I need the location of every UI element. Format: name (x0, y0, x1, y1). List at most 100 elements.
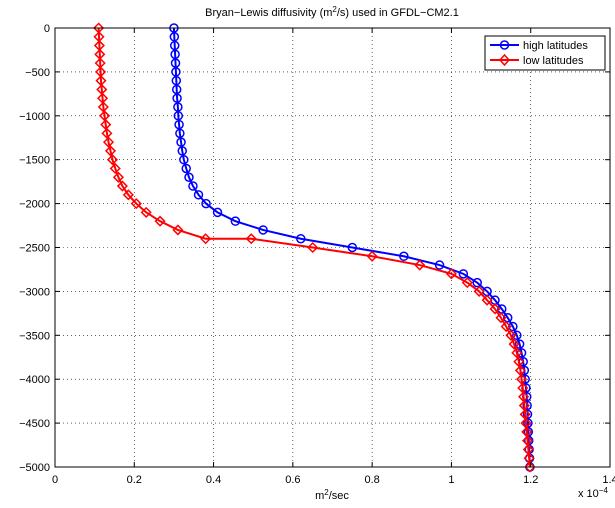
data-point-low-latitudes (200, 233, 212, 245)
data-point-high-latitudes (173, 111, 184, 121)
data-point-low-latitudes (508, 338, 520, 350)
data-point-high-latitudes (230, 216, 241, 226)
legend-label-high-latitudes: high latitudes (523, 40, 588, 52)
grid (55, 28, 610, 467)
y-tick-label: −4500 (19, 418, 50, 430)
data-point-high-latitudes (472, 277, 482, 288)
data-point-high-latitudes (171, 67, 181, 77)
y-tick-label: −5000 (19, 462, 50, 474)
y-tick-label: 0 (44, 23, 50, 35)
x-tick-labels: 0 0.2 0.4 0.6 0.8 1 1.2 1.4 (52, 474, 615, 486)
data-point-high-latitudes (171, 84, 182, 95)
data-point-high-latitudes (176, 137, 186, 147)
x-tick-label: 0.4 (206, 474, 221, 486)
data-point-high-latitudes (179, 154, 189, 165)
legend-marker-high-latitudes (499, 40, 510, 50)
data-point-low-latitudes (154, 215, 166, 227)
y-tick-label: −1500 (19, 155, 50, 167)
data-point-low-latitudes (140, 206, 152, 218)
x-tick-label: 0.2 (127, 474, 142, 486)
x-axis-exponent: x 10−4 (578, 486, 608, 500)
data-point-high-latitudes (514, 339, 525, 349)
data-point-high-latitudes (522, 409, 533, 420)
data-point-high-latitudes (177, 146, 188, 156)
data-point-high-latitudes (296, 233, 306, 244)
data-point-low-latitudes (366, 250, 378, 262)
data-point-high-latitudes (174, 119, 184, 130)
data-point-low-latitudes (500, 320, 512, 333)
data-point-high-latitudes (522, 400, 532, 411)
data-point-high-latitudes (523, 427, 534, 437)
y-tick-labels: 0 −500 −1000 −1500 −2000 −2500 −3000 −3500 −4000… (19, 23, 50, 474)
data-point-high-latitudes (169, 40, 180, 51)
data-point-high-latitudes (508, 321, 518, 332)
data-point-high-latitudes (502, 312, 513, 323)
data-point-high-latitudes (347, 242, 358, 253)
y-tick-label: −2500 (19, 243, 50, 255)
data-point-low-latitudes (101, 127, 113, 139)
data-point-high-latitudes (172, 93, 182, 103)
data-point-high-latitudes (458, 269, 469, 279)
series-group (93, 22, 536, 473)
x-tick-label: 1.2 (523, 474, 538, 486)
data-point-low-latitudes (481, 294, 493, 306)
legend: high latitudes low latitudes (484, 35, 606, 71)
data-point-low-latitudes (524, 461, 536, 473)
data-point-low-latitudes (106, 154, 119, 166)
data-point-high-latitudes (512, 330, 522, 341)
data-point-high-latitudes (188, 181, 198, 191)
data-point-low-latitudes (513, 356, 525, 368)
data-point-low-latitudes (414, 259, 426, 271)
legend-label-low-latitudes: low latitudes (523, 55, 584, 67)
data-point-low-latitudes (102, 136, 115, 148)
legend-entry-high-latitudes: high latitudes (490, 40, 588, 52)
data-point-low-latitudes (109, 162, 121, 175)
data-point-low-latitudes (245, 233, 257, 245)
data-point-high-latitudes (497, 304, 507, 314)
y-tick-label: −3000 (19, 286, 50, 298)
data-point-high-latitudes (212, 207, 223, 218)
data-point-high-latitudes (399, 251, 409, 262)
chart-title: Bryan−Lewis diffusivity (m2/s) used in G… (205, 5, 459, 19)
data-point-low-latitudes (461, 277, 473, 289)
y-tick-label: −4000 (19, 374, 50, 386)
data-point-high-latitudes (170, 49, 180, 60)
data-point-high-latitudes (171, 75, 182, 86)
data-point-low-latitudes (112, 171, 124, 183)
x-tick-label: 1.4 (602, 474, 615, 486)
axis-ticks (54, 27, 611, 468)
data-point-low-latitudes (116, 180, 128, 192)
data-point-high-latitudes (523, 418, 533, 428)
data-point-high-latitudes (434, 260, 445, 270)
data-point-low-latitudes (104, 145, 117, 157)
y-tick-label: −500 (25, 67, 50, 79)
legend-entry-low-latitudes: low latitudes (490, 53, 584, 67)
data-point-high-latitudes (193, 190, 204, 200)
series-low-latitudes (93, 22, 536, 473)
data-point-high-latitudes (169, 32, 180, 42)
data-point-low-latitudes (130, 198, 142, 210)
data-point-low-latitudes (122, 189, 134, 201)
data-point-low-latitudes (489, 303, 501, 315)
y-tick-label: −1000 (19, 111, 50, 123)
x-axis-label: m2/sec (315, 488, 349, 502)
series-line-high-latitudes (172, 27, 531, 468)
data-point-low-latitudes (172, 224, 184, 236)
y-tick-label: −2000 (19, 199, 50, 211)
data-point-low-latitudes (505, 329, 517, 341)
data-point-high-latitudes (181, 163, 191, 174)
x-tick-label: 0.6 (285, 474, 300, 486)
data-point-high-latitudes (173, 102, 183, 112)
data-point-low-latitudes (473, 285, 485, 297)
data-point-low-latitudes (307, 241, 319, 254)
x-tick-label: 0 (52, 474, 58, 486)
legend-marker-low-latitudes (498, 53, 511, 67)
x-tick-label: 1 (448, 474, 454, 486)
data-point-high-latitudes (184, 172, 194, 183)
data-point-high-latitudes (258, 225, 268, 235)
data-point-high-latitudes (175, 128, 185, 139)
data-point-low-latitudes (511, 347, 523, 359)
data-point-low-latitudes (445, 268, 457, 280)
y-tick-label: −3500 (19, 330, 50, 342)
